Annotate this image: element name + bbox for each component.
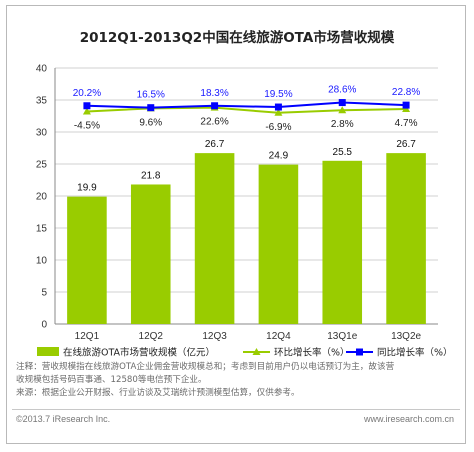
x-tick-label: 12Q4 <box>266 331 291 342</box>
legend-label: 在线旅游OTA市场营收规模（亿元） <box>63 347 215 359</box>
note-line: 注释：营收规模指在线旅游OTA企业佣金营收规模总和；考虑到目前用户仍以电话预订为… <box>16 362 395 372</box>
legend: 在线旅游OTA市场营收规模（亿元） 环比增长率（%） 同比增长率（%） <box>37 347 453 359</box>
qoq-line <box>86 106 407 114</box>
y-tick-label: 15 <box>36 224 48 235</box>
note-line: 收规模包括号码百事通、12580等电信预下企业。 <box>16 375 207 385</box>
bar <box>130 184 171 324</box>
yoy-marker <box>274 103 282 111</box>
legend-label: 环比增长率（%） <box>274 347 350 359</box>
legend-marker-yoy <box>356 348 363 356</box>
yoy-line <box>86 101 407 109</box>
bar-value-label: 19.9 <box>77 183 97 194</box>
yoy-value-label: 28.6% <box>328 85 356 96</box>
bar <box>386 153 426 324</box>
bar-value-label: 26.7 <box>205 139 225 150</box>
qoq-value-label: 9.6% <box>139 117 162 128</box>
y-tick-label: 30 <box>36 128 48 139</box>
bar-value-label: 26.7 <box>396 139 416 150</box>
bar <box>194 153 235 324</box>
qoq-marker <box>338 106 347 114</box>
qoq-value-label: 4.7% <box>395 118 418 129</box>
x-tick-label: 12Q2 <box>139 331 164 342</box>
website-link[interactable]: www.iresearch.com.cn <box>363 414 454 424</box>
yoy-marker <box>338 99 346 107</box>
copyright-text: ©2013.7 iResearch Inc. <box>16 414 111 424</box>
yoy-marker <box>211 102 219 110</box>
x-tick-label: 13Q2e <box>391 331 421 342</box>
x-tick-label: 13Q1e <box>327 331 357 342</box>
yoy-value-label: 19.5% <box>264 89 292 100</box>
qoq-marker <box>274 108 283 116</box>
bar-value-label: 21.8 <box>141 170 161 181</box>
y-tick-label: 20 <box>36 192 48 203</box>
bar-value-label: 25.5 <box>333 147 353 158</box>
qoq-marker <box>82 107 91 115</box>
yoy-value-label: 20.2% <box>73 88 101 99</box>
yoy-marker <box>402 101 410 109</box>
chart-title: 2012Q1-2013Q2中国在线旅游OTA市场营收规模 <box>80 29 395 46</box>
qoq-value-label: 22.6% <box>200 117 228 128</box>
y-tick-label: 40 <box>36 64 48 75</box>
bar-series <box>67 153 426 324</box>
line-series <box>82 99 411 116</box>
y-tick-label: 5 <box>41 288 47 299</box>
chart-notes: 注释：营收规模指在线旅游OTA企业佣金营收规模总和；考虑到目前用户仍以电话预订为… <box>16 361 456 400</box>
y-tick-label: 35 <box>36 96 48 107</box>
bar-value-label: 24.9 <box>269 151 289 162</box>
divider <box>12 409 460 410</box>
bar <box>258 164 299 324</box>
y-tick-label: 25 <box>36 160 48 171</box>
yoy-marker <box>83 102 91 110</box>
grid <box>55 67 438 293</box>
y-tick-label: 10 <box>36 256 48 267</box>
yoy-value-label: 16.5% <box>137 90 165 101</box>
y-tick-label: 0 <box>41 320 47 331</box>
yoy-value-label: 22.8% <box>392 87 420 98</box>
legend-swatch-bar <box>37 347 59 356</box>
legend-label: 同比增长率（%） <box>377 347 453 359</box>
qoq-value-label: 2.8% <box>331 119 354 130</box>
bar <box>67 196 107 324</box>
x-tick-label: 12Q1 <box>75 331 100 342</box>
qoq-value-label: -4.5% <box>74 121 100 132</box>
bar <box>322 160 363 324</box>
data-labels: 19.9 21.8 26.7 24.9 25.5 26.7 -4.5% 9.6% 22.6% -6… <box>73 85 421 194</box>
qoq-value-label: -6.9% <box>265 122 291 133</box>
yoy-marker <box>147 104 155 112</box>
axes: 0 5 10 15 20 25 30 35 40 12Q1 12Q2 12Q3 12Q4 13Q1e 13Q… <box>36 64 438 342</box>
source-line: 来源：根据企业公开财报、行业访谈及艾瑞统计预测模型估算，仅供参考。 <box>16 388 300 398</box>
legend-marker-qoq <box>252 348 261 355</box>
x-tick-label: 12Q3 <box>202 331 227 342</box>
yoy-value-label: 18.3% <box>200 88 228 99</box>
